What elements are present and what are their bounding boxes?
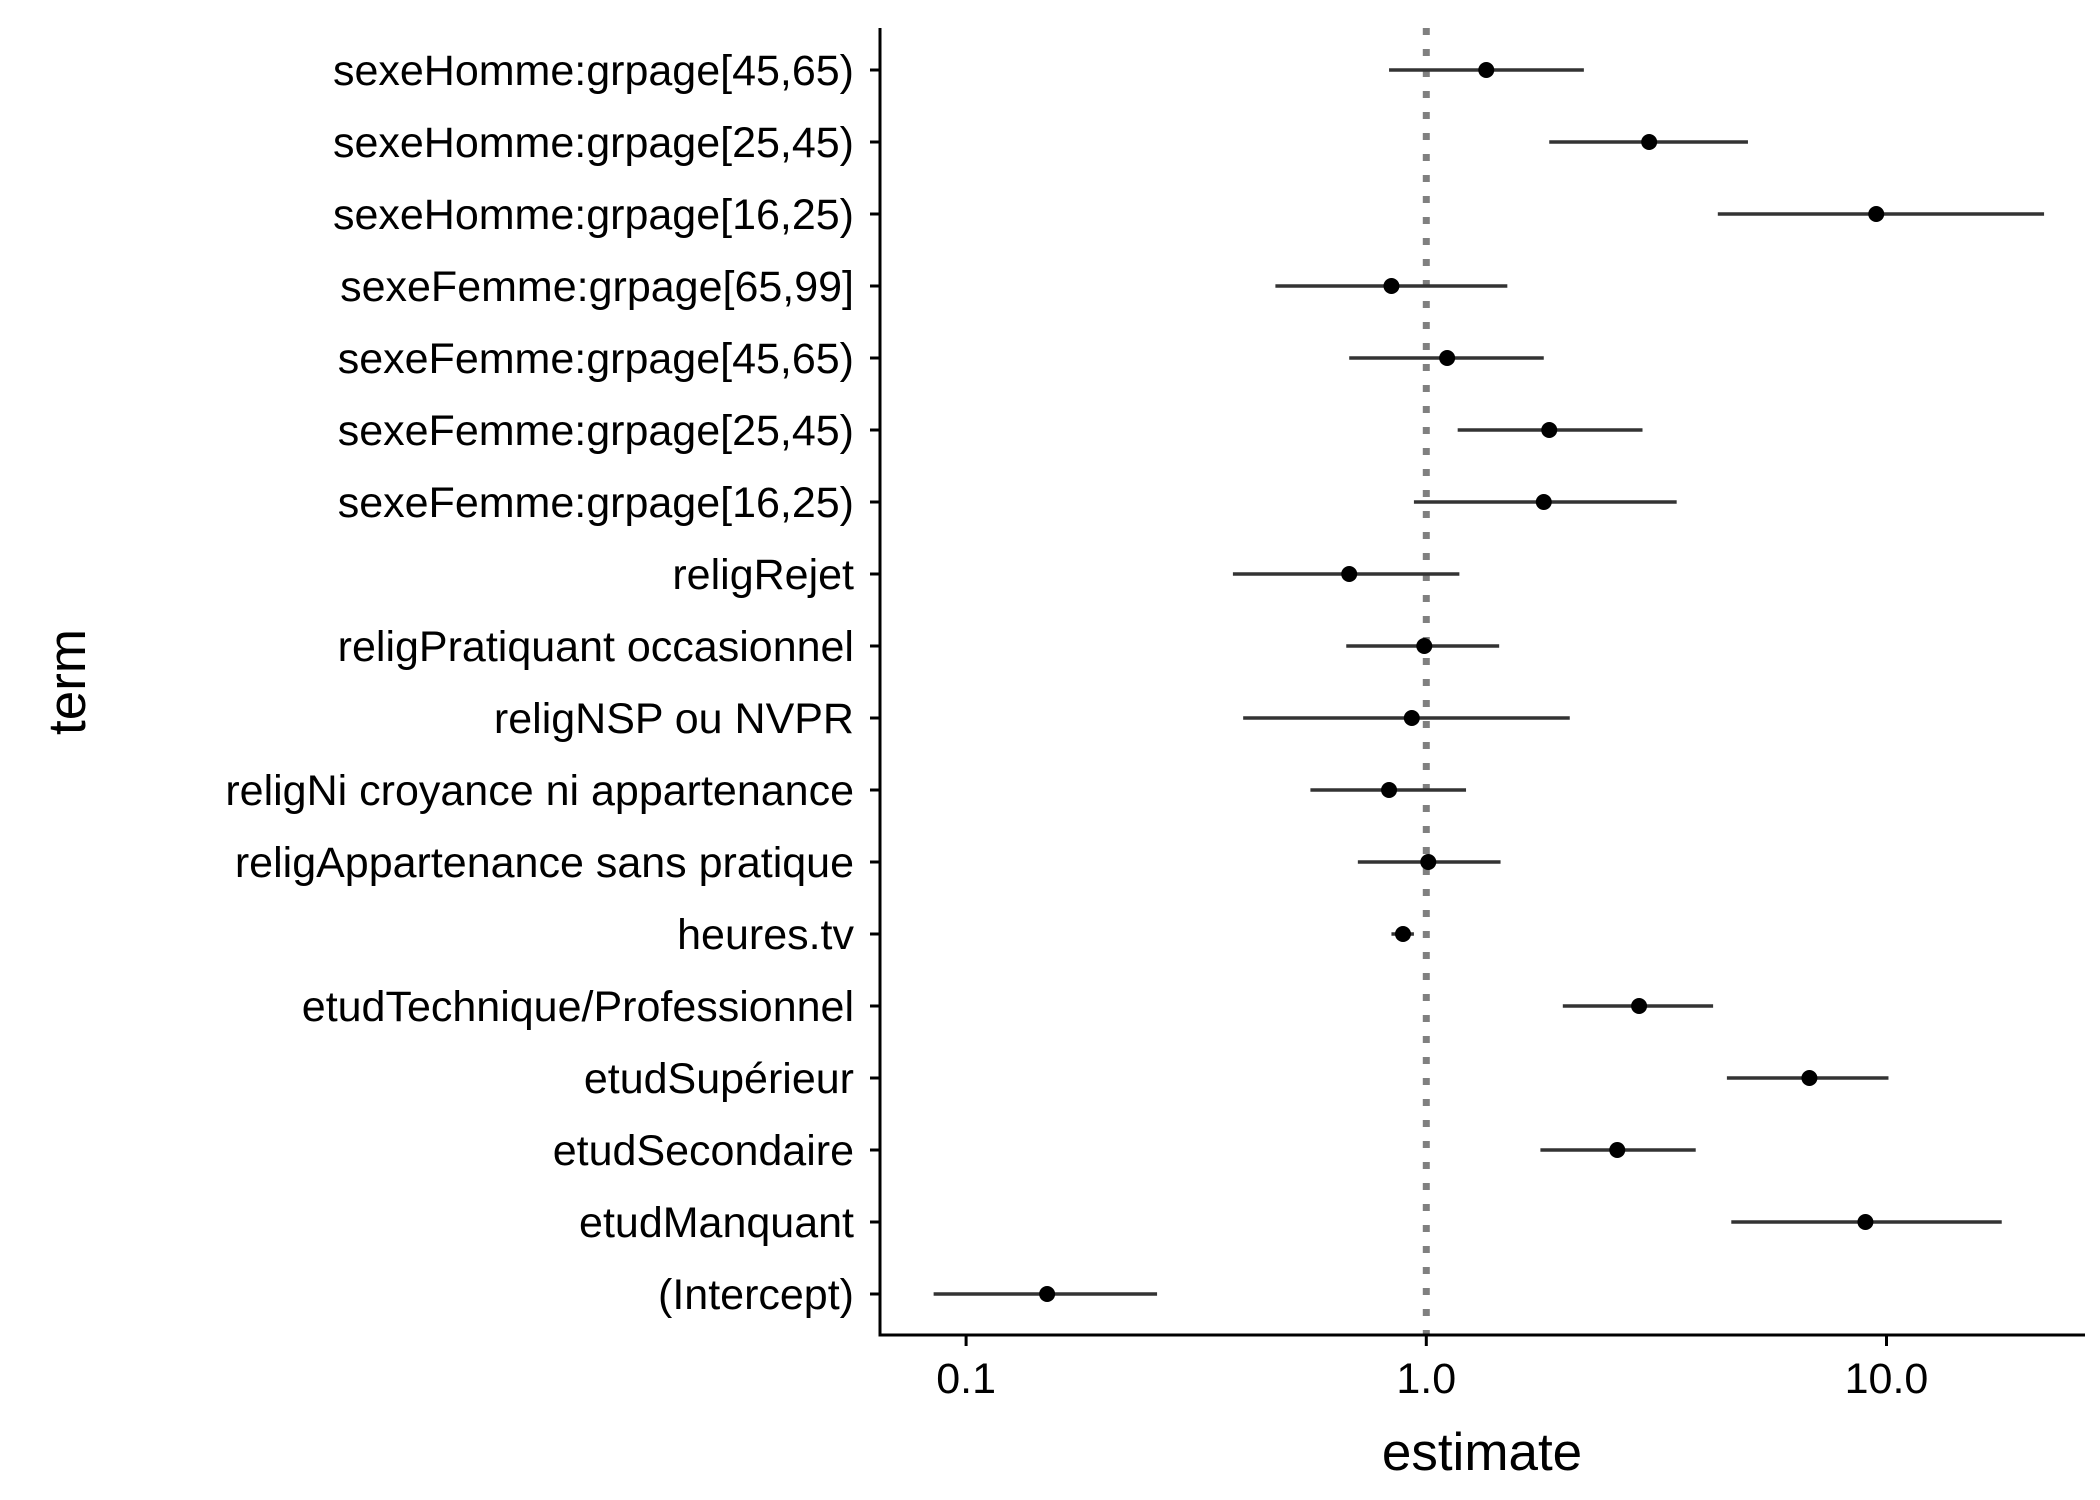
y-tick-label: sexeFemme:grpage[25,45): [338, 407, 854, 455]
point-11: [1420, 854, 1437, 870]
y-tick-label: sexeFemme:grpage[16,25): [338, 479, 854, 527]
y-tick-label: religNi croyance ni appartenance: [225, 767, 854, 815]
point-13: [1631, 998, 1648, 1014]
plot-marks: [933, 28, 2045, 1335]
y-tick-label: sexeHomme:grpage[16,25): [333, 191, 854, 239]
y-tick-label: heures.tv: [677, 911, 854, 959]
point-15: [1609, 1142, 1626, 1158]
y-tick-label: etudManquant: [579, 1199, 854, 1247]
y-tick-label: sexeHomme:grpage[45,65): [333, 47, 854, 95]
y-tick-label: sexeFemme:grpage[45,65): [338, 335, 854, 383]
point-14: [1801, 1070, 1818, 1086]
y-tick-label: etudSecondaire: [553, 1127, 854, 1175]
point-3: [1383, 278, 1400, 294]
x-tick-label: 0.1: [936, 1355, 996, 1403]
point-6: [1535, 494, 1552, 510]
x-axis-title: estimate: [1382, 1423, 1582, 1482]
y-tick-label: etudTechnique/Professionnel: [302, 983, 854, 1031]
y-tick-label: religAppartenance sans pratique: [235, 839, 854, 887]
point-12: [1395, 926, 1412, 942]
point-17: [1039, 1286, 1056, 1302]
point-10: [1381, 782, 1398, 798]
point-4: [1439, 350, 1456, 366]
point-9: [1403, 710, 1420, 726]
x-axis: 0.1 1.0 10.0: [878, 1333, 2085, 1403]
y-tick-label: religRejet: [672, 551, 854, 599]
y-tick-label: religNSP ou NVPR: [494, 695, 854, 743]
x-tick-label: 10.0: [1845, 1355, 1929, 1403]
y-tick-label: religPratiquant occasionnel: [338, 623, 854, 671]
point-0: [1478, 62, 1495, 78]
point-1: [1641, 134, 1658, 150]
y-axis: sexeHomme:grpage[45,65) sexeHomme:grpage[…: [225, 28, 882, 1337]
y-tick-label: (Intercept): [658, 1271, 854, 1319]
point-16: [1857, 1214, 1874, 1230]
y-tick-label: etudSupérieur: [584, 1055, 854, 1103]
y-tick-label: sexeFemme:grpage[65,99]: [340, 263, 854, 311]
y-tick-label: sexeHomme:grpage[25,45): [333, 119, 854, 167]
x-tick-label: 1.0: [1396, 1355, 1456, 1403]
point-8: [1416, 638, 1433, 654]
y-axis-title: term: [38, 629, 97, 735]
point-2: [1868, 206, 1885, 222]
point-5: [1541, 422, 1558, 438]
point-7: [1341, 566, 1358, 582]
